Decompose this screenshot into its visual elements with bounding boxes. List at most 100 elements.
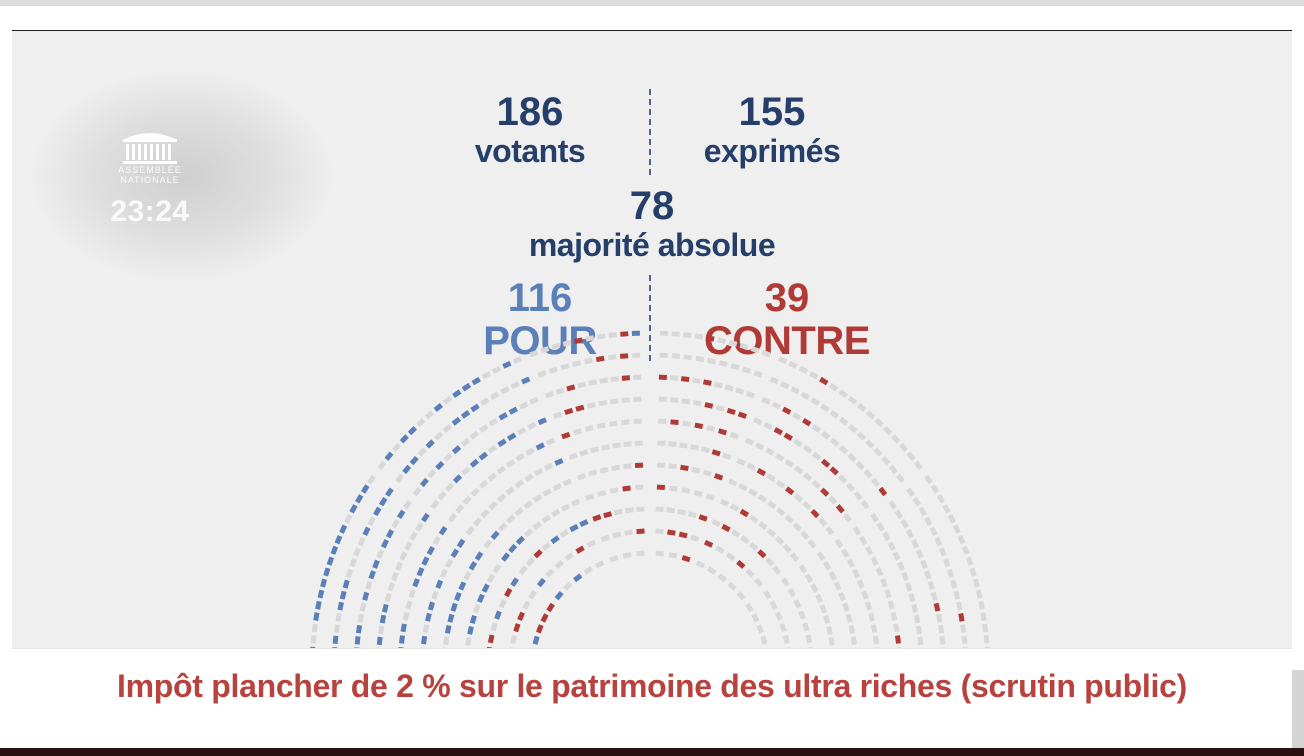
seat: [874, 418, 884, 428]
seat: [362, 591, 370, 601]
seat: [828, 495, 838, 505]
seat: [541, 514, 552, 524]
seat: [562, 478, 572, 487]
seat: [355, 624, 363, 634]
seat: [763, 422, 773, 430]
seat: [536, 624, 544, 634]
seat: [465, 526, 475, 536]
seat: [838, 389, 848, 399]
seat: [728, 478, 738, 487]
seat: [775, 611, 783, 621]
seat: [656, 484, 666, 491]
seat: [702, 379, 712, 386]
seat: [833, 581, 842, 591]
clock: 23:24: [110, 195, 190, 228]
seat: [473, 604, 481, 614]
seat: [407, 426, 418, 436]
seat: [811, 479, 822, 489]
seat: [480, 508, 490, 519]
seat: [333, 624, 340, 633]
seat: [929, 526, 938, 536]
seat: [545, 437, 556, 446]
seat: [745, 602, 754, 613]
seat: [792, 412, 802, 421]
seat: [782, 543, 792, 554]
seat: [798, 365, 809, 374]
seat: [690, 534, 700, 542]
seat: [550, 508, 561, 518]
seat: [404, 541, 413, 551]
seat: [736, 458, 746, 466]
majorite-value: 78: [629, 184, 675, 228]
seat: [906, 451, 916, 461]
seat: [790, 386, 800, 395]
seat: [478, 424, 489, 433]
seat: [882, 426, 893, 436]
seat: [820, 487, 830, 497]
seat: [758, 521, 768, 531]
majorite-label: majorité absolue: [528, 227, 776, 263]
seat: [953, 590, 961, 600]
seat: [448, 513, 457, 523]
seat: [595, 560, 605, 569]
seat: [470, 403, 480, 413]
broadcast-frame: ASSEMBLÉE NATIONALE 23:24 186 votants 15…: [12, 30, 1292, 651]
seat: [489, 391, 500, 400]
seat: [798, 610, 806, 620]
seat: [766, 528, 777, 538]
seat: [896, 473, 905, 484]
seat: [451, 416, 461, 426]
seat: [727, 581, 737, 591]
seat: [969, 567, 977, 577]
seat: [579, 519, 589, 528]
seat: [360, 484, 370, 494]
seat: [924, 516, 933, 527]
seat: [865, 601, 873, 611]
seat: [887, 541, 896, 551]
seat: [458, 581, 467, 591]
seat: [632, 352, 641, 358]
seat: [657, 440, 666, 446]
seat: [815, 593, 823, 604]
seat: [957, 535, 966, 545]
seat: [810, 583, 819, 593]
seat: [952, 524, 961, 534]
exprimes-stat: 155 exprimés: [672, 91, 872, 169]
seat: [330, 545, 339, 555]
seat: [570, 498, 581, 507]
seat: [584, 425, 594, 432]
seat: [783, 635, 790, 644]
seat: [878, 486, 888, 497]
seat: [825, 526, 835, 536]
seat: [339, 590, 347, 600]
seat: [905, 582, 913, 592]
seat: [586, 402, 596, 409]
seat: [588, 469, 598, 477]
seat: [694, 422, 704, 430]
seat: [353, 547, 362, 557]
seat: [533, 549, 543, 559]
seat: [906, 487, 915, 497]
seat: [913, 614, 921, 624]
seat: [856, 579, 865, 589]
seat: [765, 557, 775, 567]
seat: [748, 488, 758, 497]
seat: [517, 611, 525, 621]
seat: [947, 514, 956, 524]
seat: [745, 390, 756, 399]
seat: [588, 379, 598, 386]
seat: [621, 375, 631, 381]
seat: [936, 613, 943, 623]
seat: [888, 464, 898, 475]
seat: [486, 573, 496, 584]
seat: [368, 570, 376, 580]
seat: [719, 498, 730, 507]
seat: [385, 487, 394, 497]
seat: [505, 459, 516, 468]
seat: [514, 507, 524, 517]
seat: [562, 339, 572, 347]
seat: [492, 564, 502, 574]
seat: [490, 622, 498, 632]
seat: [863, 469, 873, 479]
logo-text-line1: ASSEMBLÉE: [118, 165, 182, 175]
